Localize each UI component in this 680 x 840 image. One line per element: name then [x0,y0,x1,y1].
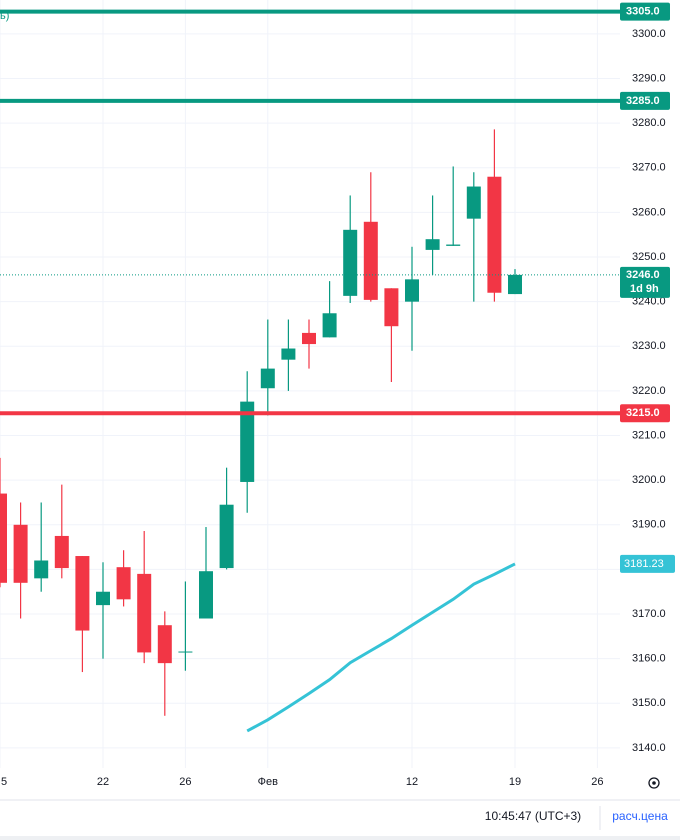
candle-body [75,556,90,631]
candle-body [219,504,234,569]
y-tick-label: 3300.0 [632,28,666,40]
y-tick-label: 3290.0 [632,72,666,84]
y-tick-label: 3270.0 [632,162,666,174]
y-tick-label: 3220.0 [632,385,666,397]
settings-icon-dot [652,781,656,785]
last-price-countdown: 1d 9h [630,283,659,295]
x-tick-label: 26 [179,776,191,788]
candle-body [302,332,316,345]
indicator-badge-label: 3181.23 [624,558,664,570]
candle-body [0,493,7,583]
indicator-line [246,562,516,733]
x-tick-label: Фев [258,776,278,788]
y-tick-label: 3160.0 [632,653,666,665]
y-tick-label: 3260.0 [632,206,666,218]
footer-mode[interactable]: расч.цена [612,809,668,823]
level-badge-label: 3215.0 [626,407,660,419]
y-tick-label: 3200.0 [632,474,666,486]
x-tick-label: 5 [1,776,7,788]
footer-time: 10:45:47 (UTC+3) [485,809,581,823]
level-badge-label: 3305.0 [626,6,660,18]
y-tick-label: 3230.0 [632,340,666,352]
y-tick-label: 3190.0 [632,519,666,531]
y-tick-label: 3170.0 [632,608,666,620]
candle-body [508,274,522,295]
candle-body [405,279,419,302]
y-tick-label: 3140.0 [632,742,666,754]
settings-icon[interactable] [648,777,660,789]
candle-body [240,401,255,482]
candle-body [487,176,502,293]
candle-body [363,221,378,300]
candle-body [260,368,275,389]
x-tick-label: 26 [591,776,603,788]
candle-body [446,244,461,246]
y-tick-label: 3280.0 [632,117,666,129]
candle-body [322,313,337,338]
bottom-strip [0,836,680,840]
last-price-label: 3246.0 [626,269,660,281]
last-price-badge [620,266,670,298]
candle-body [116,567,131,600]
y-tick-label: 3210.0 [632,429,666,441]
candle-body [178,651,193,653]
annotation: ь) [0,10,9,22]
candle-body [96,591,110,606]
candle-body [13,524,28,583]
candle-body [384,288,399,327]
candle-body [425,239,440,250]
x-tick-label: 19 [509,776,521,788]
x-tick-label: 12 [406,776,418,788]
y-tick-label: 3240.0 [632,296,666,308]
candle-body [343,229,358,296]
y-tick-label: 3150.0 [632,697,666,709]
candle-body [137,573,152,653]
level-badge [620,91,670,110]
candle-body [54,535,69,569]
y-tick-label: 3250.0 [632,251,666,263]
candle-body [157,625,172,664]
candle-body [281,348,296,360]
x-tick-label: 22 [97,776,109,788]
indicator-badge [620,554,675,573]
candle-body [199,571,213,619]
candle-body [466,186,481,219]
candle-body [34,560,49,579]
level-badge-label: 3285.0 [626,95,660,107]
level-badge [620,2,670,21]
level-badge [620,404,670,423]
